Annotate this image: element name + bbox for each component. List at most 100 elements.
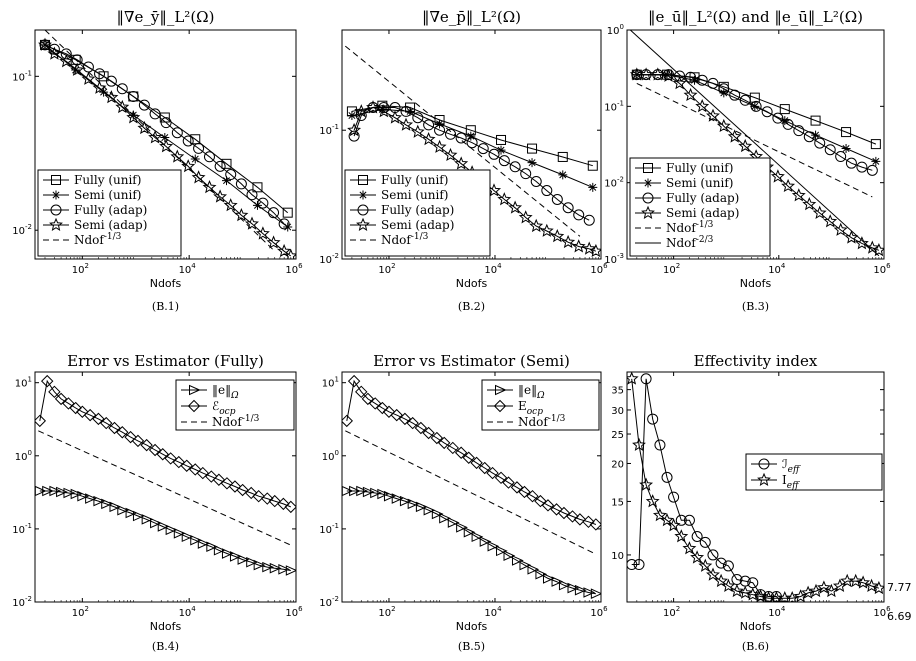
legend-entry: Fully (adap) [381, 203, 454, 217]
legend-entry-sub: ocp [219, 407, 235, 417]
y-tick-base: 10 [322, 452, 335, 463]
x-tick-exp: 4 [497, 262, 502, 270]
data-point [787, 605, 797, 615]
data-point [661, 68, 676, 82]
data-point [138, 99, 150, 111]
y-tick-label: 10-2 [319, 595, 339, 609]
y-tick-exp: 1 [335, 376, 339, 384]
data-point [842, 607, 852, 617]
data-point [685, 71, 697, 83]
data-point [541, 499, 555, 512]
data-point [454, 446, 468, 459]
data-point [858, 605, 868, 615]
legend-entry-sup: -1/3 [411, 232, 429, 242]
plot-frame [34, 29, 297, 260]
y-tick-label: 10-1 [12, 522, 32, 536]
legend-entry-base: E [518, 399, 527, 413]
y-tick-label: 10-3 [604, 252, 624, 266]
data-point [557, 151, 568, 162]
end-value-label: 7.77 [887, 581, 912, 594]
data-point [639, 67, 654, 81]
x-tick-exp: 4 [191, 605, 196, 613]
data-point [160, 117, 172, 129]
data-point [683, 87, 698, 102]
data-point [205, 470, 218, 483]
data-point [466, 131, 476, 141]
data-point [94, 68, 106, 80]
y-tick-label: 35 [611, 386, 624, 397]
data-point [268, 207, 280, 219]
legend-entry-base: Ndof [74, 233, 105, 247]
y-tick-label: 15 [611, 497, 624, 508]
y-tick-base: 10 [604, 255, 617, 266]
x-tick-base: 10 [72, 265, 85, 276]
x-tick-label: 102 [72, 262, 89, 276]
data-point [62, 397, 75, 410]
data-point [131, 434, 145, 448]
legend-entry: ℰocp [212, 399, 236, 417]
data-point [190, 154, 200, 164]
y-tick-label: 101 [15, 376, 32, 390]
data-point [632, 437, 646, 451]
y-tick-label: 100 [15, 449, 32, 463]
data-point [541, 185, 553, 197]
y-tick-exp: -2 [332, 595, 339, 603]
legend-entry: Eocp [518, 399, 543, 417]
data-point [76, 405, 89, 418]
data-point [348, 130, 360, 142]
series-line-0 [636, 74, 877, 145]
chart-B1: ‖∇e_ȳ‖_L²(Ω)102 104 106Ndofs(B.1)10-210-1F… [12, 8, 303, 313]
data-point [101, 498, 113, 510]
data-point [551, 193, 563, 205]
y-tick-exp: -1 [25, 69, 32, 77]
data-point [54, 392, 68, 406]
data-point [487, 540, 500, 552]
legend-entry-sup: -1/3 [242, 414, 260, 424]
legend-entry: Ndof-1/3 [212, 414, 260, 429]
data-point [109, 501, 122, 513]
y-tick-exp: 1 [28, 376, 32, 384]
x-tick-exp: 6 [886, 605, 891, 613]
data-point [399, 495, 412, 507]
data-point [835, 609, 845, 619]
data-point [141, 514, 154, 525]
data-point [470, 456, 483, 470]
data-point [127, 90, 139, 102]
data-point [99, 87, 109, 97]
legend-entry: Ndof-1/3 [74, 232, 122, 247]
data-point [193, 142, 205, 154]
data-point [589, 518, 601, 531]
data-point [633, 559, 645, 571]
y-tick-base: 10 [322, 379, 335, 390]
y-tick-label: 10-1 [12, 69, 32, 83]
data-point [719, 88, 729, 98]
data-point [462, 451, 475, 464]
data-point [526, 489, 539, 503]
x-tick-base: 10 [484, 608, 497, 619]
data-point [410, 124, 425, 138]
y-tick-label: 30 [611, 406, 624, 417]
data-point [511, 555, 524, 566]
data-point [253, 559, 266, 571]
data-point [92, 412, 105, 426]
data-point [47, 46, 62, 60]
legend-marker [643, 163, 653, 173]
x-axis-label: Ndofs [456, 620, 488, 633]
x-tick-base: 10 [285, 608, 298, 619]
panel-caption: (B.5) [458, 640, 485, 653]
data-point [699, 536, 711, 548]
data-point [431, 508, 444, 520]
chart-B4: Error vs Estimator (Fully)102 104 106Ndofs… [12, 352, 303, 653]
chart-B3: ‖e_ū‖_L²(Ω) and ‖e_ū‖_L²(Ω)102 104 106Ndof… [604, 8, 891, 313]
data-point [49, 485, 62, 497]
y-tick-base: 10 [15, 379, 28, 390]
data-point [722, 560, 734, 572]
y-tick-exp: 0 [620, 23, 624, 31]
legend-marker [189, 384, 201, 396]
data-point [856, 161, 868, 173]
data-point [202, 180, 217, 194]
legend-box [745, 453, 883, 491]
data-point [477, 143, 489, 155]
data-point [715, 557, 727, 569]
data-point [212, 473, 226, 486]
